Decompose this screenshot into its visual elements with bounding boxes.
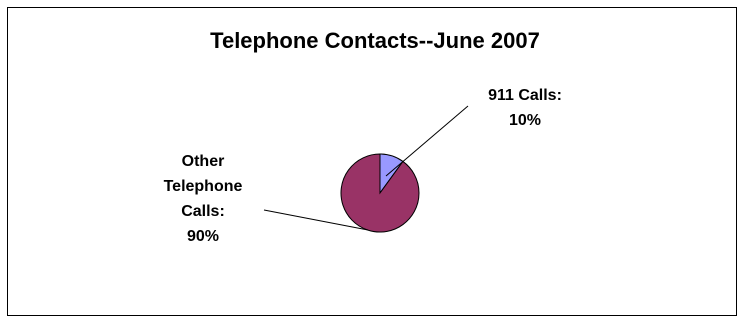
leader-lines — [263, 105, 469, 231]
pie-slice-1 — [340, 153, 420, 233]
data-label-1: Other Telephone Calls: 90% — [164, 153, 243, 245]
data-labels: 911 Calls: 10% Other Telephone Calls: 90% — [164, 87, 562, 245]
data-label-line: Calls: — [181, 203, 225, 220]
data-label-line: 90% — [187, 228, 219, 245]
chart-title: Telephone Contacts--June 2007 — [210, 28, 540, 53]
data-label-line: Telephone — [164, 178, 243, 195]
leader-line-0 — [385, 105, 469, 177]
pie-slices — [340, 153, 420, 233]
data-label-line: 911 Calls: — [488, 87, 562, 104]
leader-line-1 — [263, 209, 369, 231]
data-label-line: Other — [182, 153, 225, 170]
data-label-line: 10% — [509, 112, 541, 129]
data-label-0: 911 Calls: 10% — [488, 87, 562, 129]
